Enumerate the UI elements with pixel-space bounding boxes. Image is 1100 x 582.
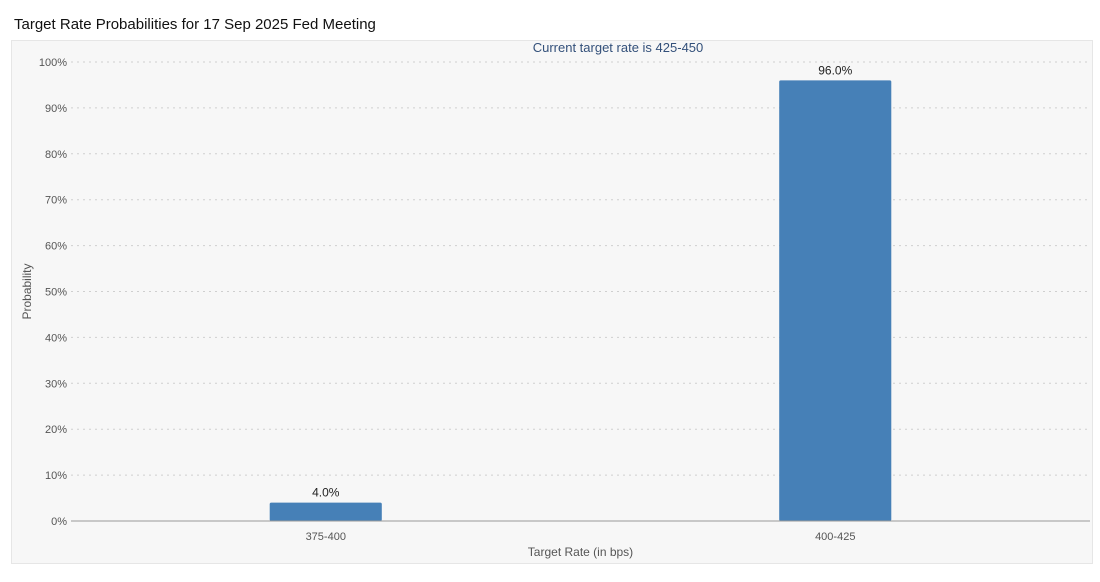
y-tick-label: 70% — [45, 195, 67, 207]
x-tick-label: 375-400 — [306, 531, 346, 543]
y-axis-title: Probability — [20, 263, 34, 319]
y-axis-ticks: 0% 10% 20% 30% 40% 50% 60% 70% 80% 90% 100% — [39, 57, 67, 528]
bar-chart: 4.0% 96.0% 0% 10% 20% 30% 40% 50% 60% 70% 80% 90% 1… — [20, 41, 1090, 559]
y-tick-label: 10% — [45, 470, 67, 482]
y-tick-label: 100% — [39, 57, 67, 69]
gridlines — [71, 61, 1090, 476]
data-label: 96.0% — [818, 63, 852, 77]
y-tick-label: 40% — [45, 332, 67, 344]
page-title: Target Rate Probabilities for 17 Sep 202… — [14, 16, 376, 33]
y-tick-label: 30% — [45, 378, 67, 390]
x-axis-title: Target Rate (in bps) — [528, 545, 633, 559]
x-tick-label: 400-425 — [815, 531, 855, 543]
chart-panel: 4.0% 96.0% 0% 10% 20% 30% 40% 50% 60% 70% 80% 90% 1… — [11, 40, 1093, 564]
y-tick-label: 20% — [45, 424, 67, 436]
bars — [269, 80, 892, 522]
y-tick-label: 60% — [45, 241, 67, 253]
chart-subtitle: Current target rate is 425-450 — [533, 41, 704, 55]
data-label: 4.0% — [312, 486, 340, 500]
x-axis-ticks: 375-400 400-425 — [306, 531, 856, 543]
y-tick-label: 80% — [45, 149, 67, 161]
y-tick-label: 0% — [51, 516, 67, 528]
bar-375-400[interactable] — [269, 502, 382, 521]
data-labels: 4.0% 96.0% — [312, 63, 853, 499]
bar-400-425[interactable] — [779, 80, 892, 522]
y-tick-label: 90% — [45, 103, 67, 115]
y-tick-label: 50% — [45, 287, 67, 299]
